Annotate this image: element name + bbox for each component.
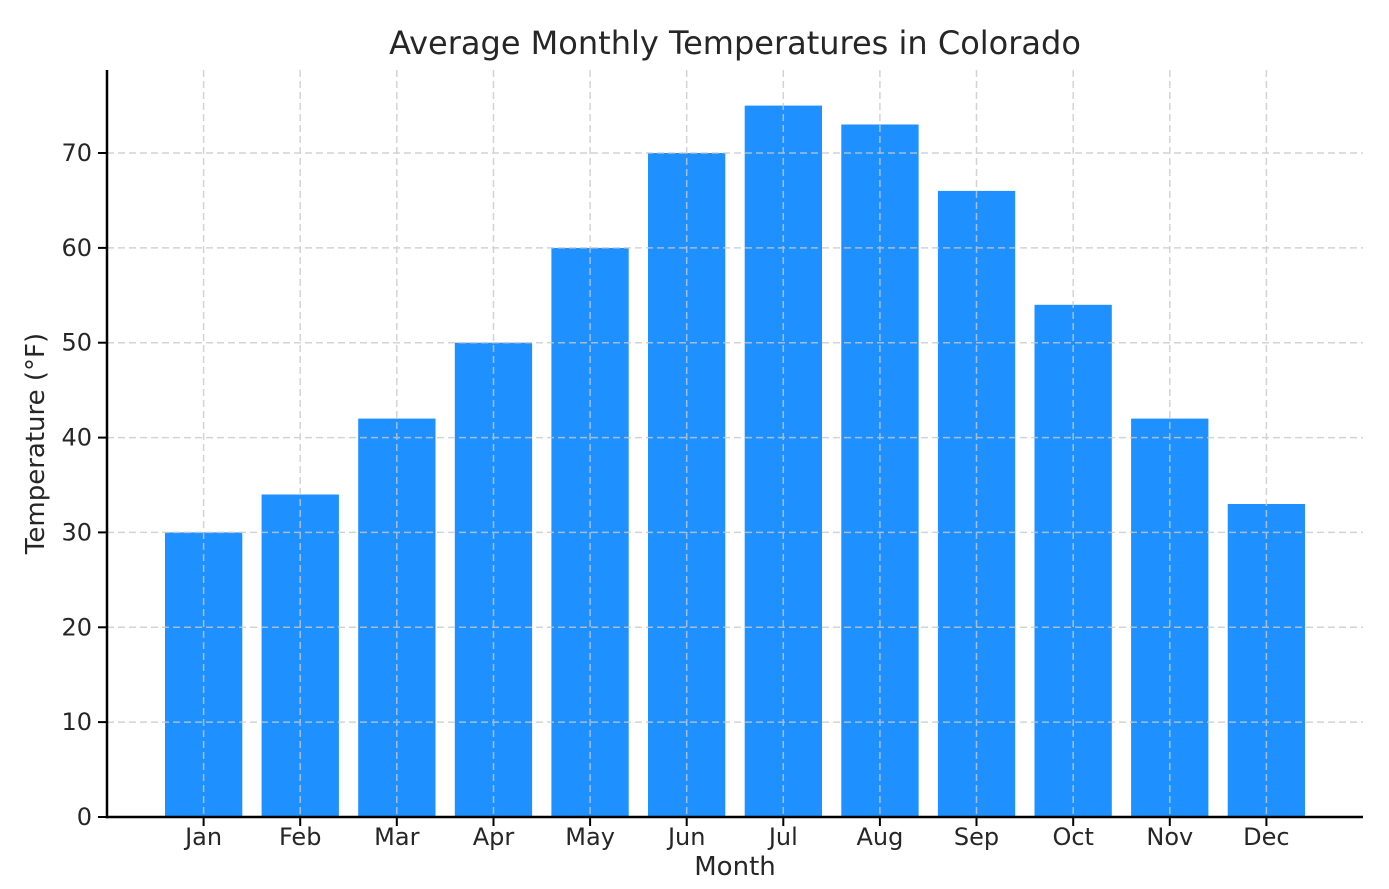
x-tick-label-may: May bbox=[565, 823, 615, 851]
x-tick-label-jun: Jun bbox=[666, 823, 706, 851]
y-axis-label: Temperature (°F) bbox=[21, 333, 51, 555]
x-tick-label-jul: Jul bbox=[767, 823, 798, 851]
y-tick-label: 60 bbox=[61, 234, 92, 262]
y-tick-label: 50 bbox=[61, 329, 92, 357]
x-tick-label-sep: Sep bbox=[954, 823, 999, 851]
bar-nov bbox=[1131, 418, 1209, 817]
y-tick-label: 0 bbox=[77, 803, 92, 831]
y-tick-label: 30 bbox=[61, 518, 92, 546]
y-tick-label: 10 bbox=[61, 708, 92, 736]
x-tick-label-dec: Dec bbox=[1243, 823, 1289, 851]
x-tick-label-apr: Apr bbox=[473, 823, 515, 851]
x-axis-ticks: Jan Feb Mar Apr May Jun Jul Aug Sep Oct Nov Dec bbox=[183, 817, 1290, 851]
x-tick-label-aug: Aug bbox=[856, 823, 903, 851]
bar-mar bbox=[358, 418, 436, 817]
x-tick-label-feb: Feb bbox=[279, 823, 322, 851]
x-tick-label-nov: Nov bbox=[1146, 823, 1193, 851]
y-tick-label: 70 bbox=[61, 139, 92, 167]
y-tick-label: 40 bbox=[61, 424, 92, 452]
chart-title: Average Monthly Temperatures in Colorado bbox=[389, 24, 1081, 62]
bar-dec bbox=[1227, 504, 1305, 817]
y-tick-label: 20 bbox=[61, 613, 92, 641]
x-tick-label-oct: Oct bbox=[1052, 823, 1094, 851]
y-axis-ticks: 0 10 20 30 40 50 60 70 bbox=[61, 139, 107, 831]
x-tick-label-mar: Mar bbox=[374, 823, 419, 851]
x-tick-label-jan: Jan bbox=[183, 823, 222, 851]
gridlines bbox=[107, 70, 1363, 817]
x-axis-label: Month bbox=[694, 852, 776, 882]
